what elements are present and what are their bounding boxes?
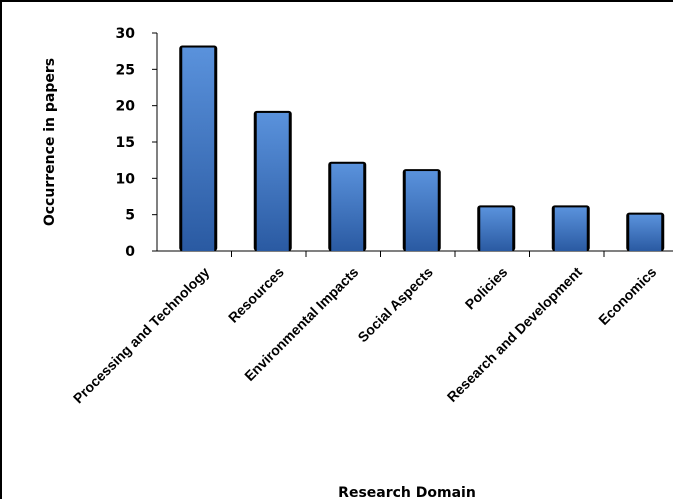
bar xyxy=(629,214,662,251)
x-tick-label: Research and Development xyxy=(444,264,585,405)
x-tick-label: Policies xyxy=(462,264,511,313)
bar xyxy=(554,207,587,251)
x-tick-labels: Processing and Technology ResourcesEnviro… xyxy=(70,264,660,407)
y-tick-label: 15 xyxy=(116,135,135,151)
bars xyxy=(179,45,665,252)
y-tick-label: 25 xyxy=(116,62,135,78)
y-tick-label: 5 xyxy=(125,208,135,224)
y-tick-label: 10 xyxy=(116,171,136,187)
x-tick-label: Processing and Technology xyxy=(70,264,213,407)
y-tick-label: 0 xyxy=(125,244,135,260)
x-tick-label: Resources xyxy=(225,264,287,326)
x-tick-label: Economics xyxy=(595,264,659,328)
bar xyxy=(405,171,438,251)
bar xyxy=(331,163,364,251)
bar xyxy=(256,112,289,251)
y-tick-label: 30 xyxy=(116,26,136,42)
bar xyxy=(480,207,513,251)
y-tick-label: 20 xyxy=(116,99,136,115)
x-axis-title: Research Domain xyxy=(338,485,476,501)
bar xyxy=(182,47,215,252)
x-tick-label: Social Aspects xyxy=(354,264,436,346)
y-tick-labels: 0 5 10 15 20 25 30 xyxy=(116,26,136,260)
y-axis-title: Occurrence in papers xyxy=(42,58,58,226)
